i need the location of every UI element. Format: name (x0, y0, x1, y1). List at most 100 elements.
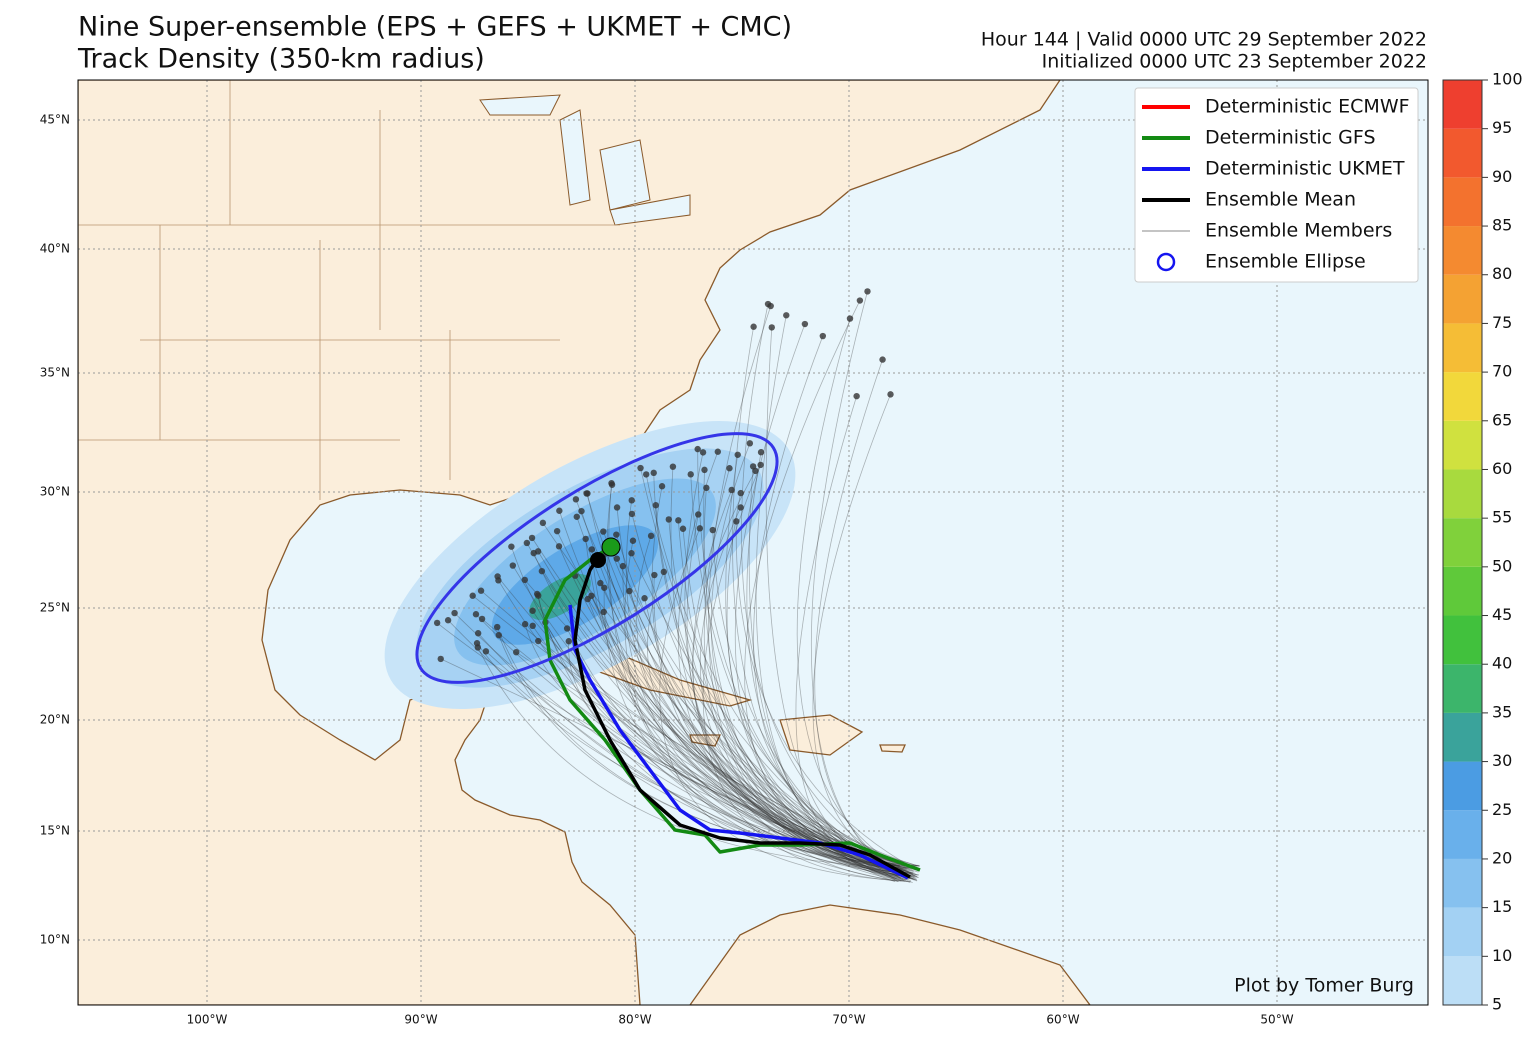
lat-label: 40°N (40, 242, 70, 256)
member-end (856, 297, 864, 304)
member-end (608, 481, 616, 488)
legend-label: Deterministic UKMET (1205, 158, 1405, 180)
lat-label: 20°N (40, 713, 70, 727)
member-end (534, 548, 542, 555)
colorbar-label: 40 (1492, 654, 1512, 673)
colorbar-label: 15 (1492, 897, 1512, 916)
member-end (650, 469, 657, 477)
member-track (644, 598, 906, 868)
member-track (603, 587, 910, 878)
colorbar-label: 85 (1492, 216, 1512, 235)
colorbar-segment (1443, 469, 1482, 519)
member-track (725, 454, 907, 881)
member-end (628, 510, 636, 518)
member-track (566, 628, 919, 876)
member-end (472, 611, 480, 618)
member-track (532, 625, 918, 877)
colorbar-label: 100 (1492, 70, 1523, 89)
colorbar-label: 65 (1492, 410, 1512, 429)
colorbar-frame (1442, 79, 1483, 1006)
member-track (477, 647, 911, 868)
lat-label: 15°N (40, 824, 70, 838)
colorbar-label: 5 (1492, 995, 1502, 1014)
member-end (737, 489, 744, 497)
member-end (652, 502, 659, 509)
colorbar-label: 35 (1492, 702, 1512, 721)
member-end (734, 451, 741, 458)
member-track (795, 396, 912, 877)
member-end (565, 638, 572, 645)
member-end (675, 517, 682, 524)
member-track (708, 305, 911, 883)
member-end (535, 637, 542, 645)
member-end (696, 525, 704, 532)
member-end (737, 504, 744, 511)
member-track (812, 394, 898, 871)
member-end (477, 587, 485, 594)
colorbar-segment (1443, 566, 1482, 616)
member-track (765, 327, 914, 874)
member-end (699, 449, 707, 456)
member-end (600, 608, 607, 616)
member-track (586, 493, 911, 883)
colorbar-segment (1443, 664, 1482, 713)
member-track (581, 511, 919, 866)
colorbar-segment (1443, 128, 1482, 178)
colorbar-label: 45 (1492, 605, 1512, 624)
ensemble-ellipse (415, 432, 779, 684)
credit: Plot by Tomer Burg (1234, 975, 1414, 997)
member-end (573, 513, 580, 520)
member-track (541, 570, 915, 878)
member-end (695, 511, 702, 518)
title: Nine Super-ensemble (EPS + GEFS + UKMET … (78, 12, 792, 43)
colorbar-segment (1443, 907, 1482, 957)
member-track (608, 483, 904, 873)
member-end (669, 463, 677, 470)
member-track (585, 538, 916, 877)
member-track (485, 651, 908, 876)
member-track (684, 452, 910, 870)
member-end (482, 648, 490, 655)
member-track (576, 516, 904, 879)
colorbar-label: 60 (1492, 459, 1512, 478)
member-track (659, 528, 905, 882)
member-end (584, 595, 591, 603)
member-end (469, 592, 476, 599)
member-end (508, 543, 515, 550)
member-end (509, 562, 517, 569)
lon-label: 50°W (1260, 1013, 1293, 1027)
legend-label: Deterministic ECMWF (1205, 96, 1410, 118)
member-end (651, 571, 658, 579)
member-end (444, 617, 452, 624)
member-end (473, 640, 481, 647)
member-end (658, 483, 666, 490)
member-track (454, 612, 919, 876)
member-track (615, 534, 896, 881)
member-end (749, 463, 757, 470)
member-end (628, 550, 635, 557)
colorbar-label: 70 (1492, 362, 1512, 381)
member-end (768, 324, 775, 331)
tracks (543, 537, 921, 880)
legend-swatch (1156, 252, 1176, 272)
land (78, 80, 1091, 1005)
member-end (538, 567, 546, 575)
member-end (563, 625, 571, 632)
member-track (653, 575, 917, 881)
member-track (531, 537, 904, 882)
borders (78, 80, 620, 500)
member-end (757, 449, 765, 456)
member-end (846, 315, 854, 322)
member-end (642, 471, 650, 478)
member-end (521, 620, 529, 628)
member-end (679, 525, 687, 532)
lat-label: 35°N (40, 366, 70, 380)
member-track (477, 632, 904, 873)
member-end (660, 568, 668, 576)
member-end (437, 655, 444, 663)
member-track (591, 549, 914, 872)
member-end (694, 445, 701, 453)
member-end (600, 528, 607, 535)
colorbar-segment (1443, 177, 1482, 227)
colorbar-segment (1443, 274, 1482, 324)
